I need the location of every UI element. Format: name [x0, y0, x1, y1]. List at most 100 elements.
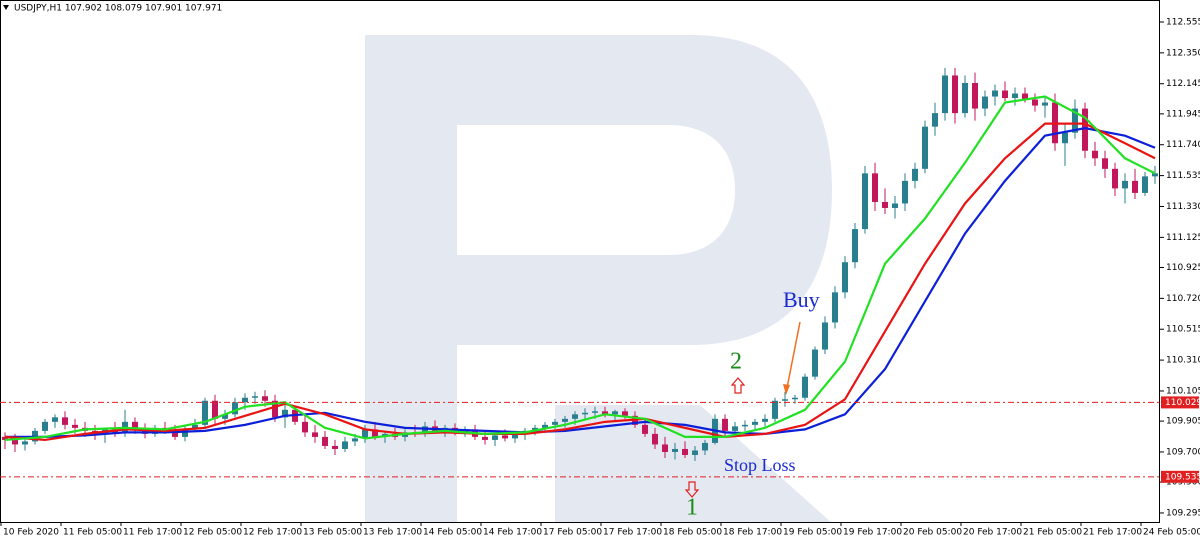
y-tick-label: 109.905 [1166, 417, 1200, 427]
candle-body [1062, 132, 1068, 144]
candle-body [132, 421, 138, 430]
candle-body [972, 82, 978, 109]
candle-body [322, 436, 328, 446]
candle-body [702, 442, 708, 451]
x-tick-label: 14 Feb 17:00 [483, 528, 542, 538]
x-tick-label: 13 Feb 05:00 [303, 528, 362, 538]
candle-body [772, 400, 778, 419]
candle-body [1082, 108, 1088, 151]
candle-body [902, 180, 908, 204]
candle-body [552, 421, 558, 425]
candle-body [222, 414, 228, 419]
candle-body [12, 439, 18, 445]
candle-body [752, 421, 758, 425]
x-tick-label: 11 Feb 05:00 [63, 528, 122, 538]
candle-body [192, 424, 198, 430]
y-tick-label: 111.945 [1166, 109, 1200, 119]
x-tick-label: 20 Feb 05:00 [903, 528, 962, 538]
candle-body [882, 201, 888, 208]
y-tick-label: 112.555 [1166, 17, 1200, 27]
candle-body [1112, 168, 1118, 189]
annotation-buy: Buy [783, 287, 820, 312]
candle-body [362, 429, 368, 439]
x-tick-label: 20 Feb 17:00 [963, 528, 1022, 538]
candle-body [1002, 90, 1008, 99]
y-tick-label: 111.535 [1166, 171, 1200, 181]
candle-body [352, 438, 358, 442]
candle-body [912, 168, 918, 181]
moving-average [4, 95, 1156, 442]
moving-average [4, 122, 1156, 442]
candle-body [342, 441, 348, 449]
candle-body [682, 448, 688, 455]
candle-body [422, 426, 428, 434]
y-tick-label: 109.295 [1166, 508, 1200, 518]
candle-body [842, 262, 848, 293]
candle-body [1122, 180, 1128, 189]
x-tick-label: 12 Feb 17:00 [243, 528, 302, 538]
candle-body [52, 417, 58, 422]
price-level-label: 110.029 [1165, 398, 1200, 408]
candle-body [232, 402, 238, 415]
candle-body [282, 409, 288, 418]
x-tick-label: 13 Feb 17:00 [363, 528, 422, 538]
x-tick-label: 21 Feb 17:00 [1083, 528, 1142, 538]
candle-body [952, 75, 958, 114]
candle-body [502, 435, 508, 439]
x-tick-label: 17 Feb 17:00 [603, 528, 662, 538]
y-tick-label: 111.125 [1166, 233, 1200, 243]
y-tick-label: 110.925 [1166, 263, 1200, 273]
candle-body [832, 292, 838, 323]
y-tick-label: 111.330 [1166, 202, 1200, 212]
candle-body [312, 432, 318, 437]
candle-body [762, 418, 768, 422]
candle-body [802, 376, 808, 398]
candle-body [742, 424, 748, 427]
candle-body [612, 411, 618, 415]
candle-body [662, 444, 668, 452]
candle-body [2, 436, 8, 440]
candle-body [652, 433, 658, 445]
candle-body [1032, 99, 1038, 106]
candle-body [532, 427, 538, 431]
candle-body [992, 90, 998, 97]
price-level-label: 109.535 [1165, 472, 1200, 482]
candle-body [622, 411, 628, 416]
candle-body [582, 412, 588, 415]
candle-body [62, 417, 68, 425]
candle-body [212, 400, 218, 419]
moving-average [5, 127, 1156, 439]
candle-body [822, 322, 828, 350]
candle-body [262, 396, 268, 401]
candle-body [182, 429, 188, 437]
annotation-signal-2: 2 [730, 349, 742, 375]
x-tick-label: 19 Feb 17:00 [843, 528, 902, 538]
plot-frame [0, 0, 1160, 523]
y-tick-label: 111.740 [1166, 140, 1200, 150]
candle-body [862, 173, 868, 230]
candle-body [1132, 180, 1138, 193]
price-level-tag [1161, 470, 1199, 483]
x-tick-label: 18 Feb 17:00 [723, 528, 782, 538]
y-tick-label: 110.105 [1166, 386, 1200, 396]
x-tick-label: 19 Feb 05:00 [783, 528, 842, 538]
candle-body [1022, 93, 1028, 100]
x-tick-label: 10 Feb 2020 [3, 528, 59, 538]
candle-body [512, 433, 518, 439]
y-tick-label: 112.145 [1166, 79, 1200, 89]
candle-body [872, 173, 878, 202]
x-tick-label: 12 Feb 05:00 [183, 528, 242, 538]
candle-body [792, 397, 798, 400]
candle-body [982, 96, 988, 109]
chart-header: USDJPY,H1 107.902 108.079 107.901 107.97… [14, 4, 222, 14]
x-tick-label: 21 Feb 05:00 [1023, 528, 1082, 538]
candle-body [562, 418, 568, 422]
candle-body [542, 424, 548, 428]
candle-body [252, 396, 258, 398]
annotation-signal-1: 1 [686, 495, 698, 521]
candle-body [892, 203, 898, 208]
y-tick-label: 109.700 [1166, 447, 1200, 457]
candle-body [332, 445, 338, 449]
candle-body [72, 424, 78, 428]
